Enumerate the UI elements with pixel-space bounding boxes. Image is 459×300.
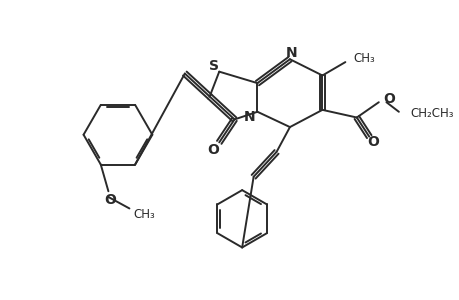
- Text: O: O: [104, 193, 116, 207]
- Text: O: O: [383, 92, 395, 106]
- Text: S: S: [209, 59, 219, 73]
- Text: O: O: [207, 143, 219, 157]
- Text: CH₃: CH₃: [133, 208, 155, 221]
- Text: CH₃: CH₃: [352, 52, 374, 65]
- Text: CH₂CH₃: CH₂CH₃: [409, 107, 453, 120]
- Text: N: N: [285, 46, 297, 61]
- Text: N: N: [243, 110, 255, 124]
- Text: O: O: [366, 135, 378, 149]
